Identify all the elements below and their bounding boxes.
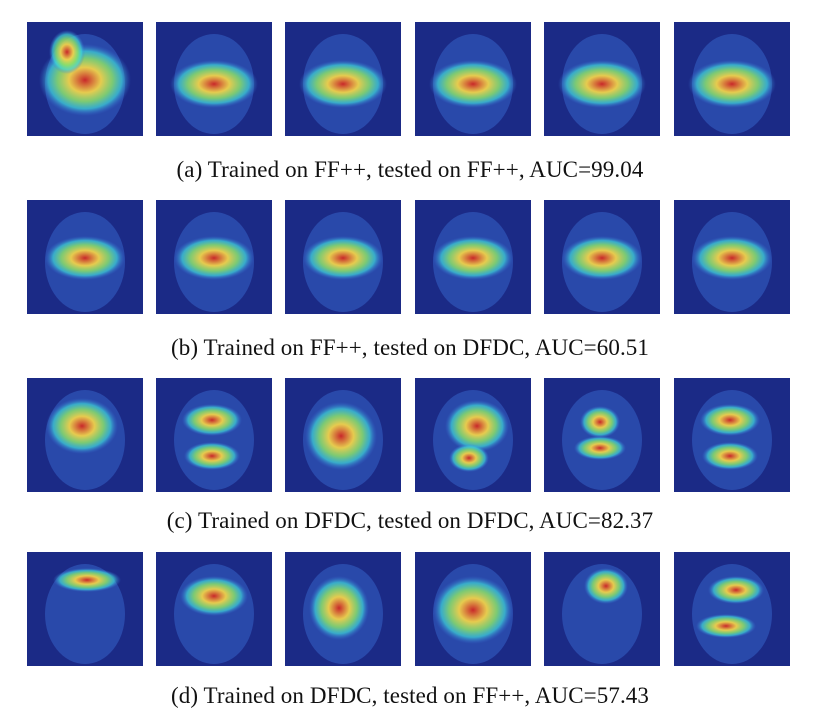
heatmap-image — [415, 22, 531, 136]
heatmap-tile — [27, 200, 143, 314]
heatmap-image — [544, 22, 660, 136]
caption-b: (b) Trained on FF++, tested on DFDC, AUC… — [171, 335, 649, 360]
heatmap-tile — [415, 22, 531, 136]
heatmap-tile — [27, 22, 143, 136]
heatmap-tile — [674, 552, 790, 666]
heatmap-tile — [415, 552, 531, 666]
activation-blob — [174, 236, 254, 280]
heatmap-tile — [156, 552, 272, 666]
activation-blob — [433, 236, 513, 280]
activation-blob — [45, 236, 125, 280]
heatmap-image — [415, 552, 531, 666]
heatmap-tile — [27, 552, 143, 666]
heatmap-tile — [544, 552, 660, 666]
heatmap-image — [544, 200, 660, 314]
heatmap-image — [156, 22, 272, 136]
caption-c: (c) Trained on DFDC, tested on DFDC, AUC… — [166, 508, 654, 533]
tile-strip — [27, 22, 793, 136]
heatmap-tile — [285, 22, 401, 136]
activation-blob — [180, 576, 248, 616]
tile-strip — [27, 552, 793, 666]
heatmap-image — [156, 378, 272, 492]
heatmap-tile — [156, 378, 272, 492]
activation-blob — [303, 236, 383, 280]
activation-blob — [708, 576, 764, 604]
heatmap-tile — [415, 200, 531, 314]
activation-blob — [305, 402, 377, 470]
activation-blob — [429, 60, 517, 108]
heatmap-tile — [156, 200, 272, 314]
heatmap-tile — [285, 378, 401, 492]
heatmap-image — [674, 378, 790, 492]
heatmap-image — [285, 378, 401, 492]
heatmap-tile — [156, 22, 272, 136]
heatmap-image — [27, 552, 143, 666]
heatmap-image — [544, 378, 660, 492]
activation-blob — [688, 60, 776, 108]
activation-blob — [574, 436, 626, 460]
caption-a: (a) Trained on FF++, tested on FF++, AUC… — [176, 157, 644, 182]
heatmap-image — [674, 200, 790, 314]
activation-blob — [46, 398, 118, 454]
heatmap-image — [285, 22, 401, 136]
heatmap-image — [674, 22, 790, 136]
activation-blob — [49, 30, 85, 74]
heatmap-tile — [285, 552, 401, 666]
heatmap-image — [285, 552, 401, 666]
activation-blob — [580, 406, 620, 438]
tile-strip — [27, 378, 793, 492]
heatmap-image — [27, 378, 143, 492]
activation-blob — [702, 442, 758, 470]
heatmap-tile — [674, 200, 790, 314]
heatmap-image — [156, 552, 272, 666]
heatmap-image — [544, 552, 660, 666]
heatmap-tile — [27, 378, 143, 492]
activation-blob — [170, 60, 258, 108]
activation-blob — [53, 568, 121, 592]
heatmap-tile — [544, 200, 660, 314]
activation-blob — [449, 444, 489, 472]
activation-blob — [692, 236, 772, 280]
activation-blob — [309, 576, 369, 640]
heatmap-tile — [285, 200, 401, 314]
activation-blob — [299, 60, 387, 108]
heatmap-image — [27, 22, 143, 136]
heatmap-image — [415, 378, 531, 492]
heatmap-image — [415, 200, 531, 314]
activation-blob — [433, 576, 513, 644]
activation-blob — [696, 614, 756, 638]
heatmap-tile — [415, 378, 531, 492]
heatmap-tile — [674, 22, 790, 136]
heatmap-image — [674, 552, 790, 666]
activation-blob — [584, 568, 628, 604]
activation-blob — [184, 442, 240, 470]
activation-blob — [182, 404, 242, 436]
heatmap-tile — [544, 22, 660, 136]
tile-strip — [27, 200, 793, 314]
heatmap-image — [285, 200, 401, 314]
heatmap-image — [27, 200, 143, 314]
heatmap-tile — [674, 378, 790, 492]
activation-blob — [558, 60, 646, 108]
caption-d: (d) Trained on DFDC, tested on FF++, AUC… — [171, 683, 649, 708]
heatmap-tile — [544, 378, 660, 492]
activation-blob — [700, 404, 760, 436]
activation-blob — [562, 236, 642, 280]
activation-blob — [445, 400, 509, 452]
heatmap-image — [156, 200, 272, 314]
